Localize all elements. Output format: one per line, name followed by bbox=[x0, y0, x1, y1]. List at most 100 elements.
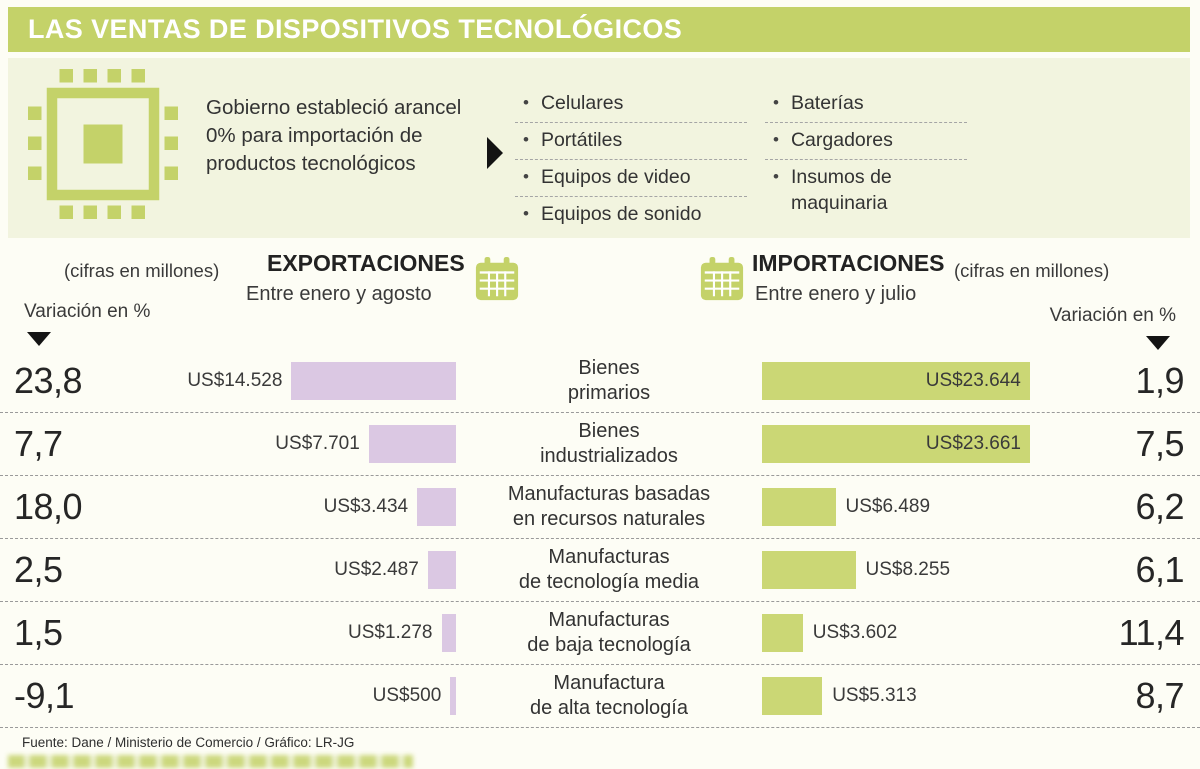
import-value-label: US$8.255 bbox=[865, 559, 951, 580]
export-variation-value: 7,7 bbox=[14, 423, 63, 464]
imports-variation-label: Variación en % bbox=[1049, 305, 1176, 326]
import-value-label: US$3.602 bbox=[812, 622, 898, 643]
product-list-left: • Celulares • Portátiles • Equipos de video… bbox=[515, 86, 747, 233]
category-line: Manufacturas bbox=[548, 546, 670, 568]
export-cell: US$500 bbox=[108, 665, 456, 727]
list-item: • Celulares bbox=[515, 86, 747, 123]
list-item-label: Portátiles bbox=[540, 129, 623, 151]
import-bar: US$6.489 bbox=[762, 488, 930, 526]
page-title: LAS VENTAS DE DISPOSITIVOS TECNOLÓGICOS bbox=[28, 14, 683, 44]
category-label: Manufactura de alta tecnología bbox=[456, 671, 762, 721]
import-variation-value: 6,1 bbox=[1135, 549, 1184, 590]
import-bar: US$5.313 bbox=[762, 677, 917, 715]
import-value-label: US$6.489 bbox=[845, 496, 931, 517]
category-line: Manufactura bbox=[553, 672, 665, 694]
export-bar bbox=[441, 614, 456, 652]
imports-period: Entre enero y julio bbox=[755, 283, 917, 305]
list-item-label: Baterías bbox=[790, 92, 864, 114]
list-item: • Baterías bbox=[765, 86, 967, 123]
table-row: 1,5 US$1.278 Manufacturas de baja tecnol… bbox=[0, 601, 1200, 664]
import-cell: US$6.489 bbox=[762, 476, 1084, 538]
export-value-label: US$1.278 bbox=[347, 622, 433, 643]
category-label: Manufacturas basadas en recursos natural… bbox=[456, 482, 762, 532]
list-item-label: Insumos de maquinaria bbox=[790, 166, 892, 214]
export-cell: US$14.528 bbox=[108, 349, 456, 412]
import-variation-value: 1,9 bbox=[1135, 359, 1184, 401]
bullet-icon: • bbox=[523, 93, 529, 112]
imports-units-label: (cifras en millones) bbox=[954, 260, 1110, 281]
table-row: -9,1 US$500 Manufactura de alta tecnolog… bbox=[0, 664, 1200, 727]
import-cell: US$8.255 bbox=[762, 539, 1084, 601]
list-item: • Equipos de video bbox=[515, 160, 747, 197]
import-cell: US$23.661 bbox=[762, 413, 1084, 475]
exports-period: Entre enero y agosto bbox=[246, 283, 432, 305]
category-line: Manufacturas basadas bbox=[507, 483, 711, 505]
import-cell: US$23.644 bbox=[762, 349, 1084, 412]
export-variation-value: 18,0 bbox=[14, 486, 83, 527]
export-bar bbox=[291, 361, 456, 400]
list-item-label: Cargadores bbox=[790, 129, 893, 151]
list-item: • Insumos de maquinaria bbox=[765, 160, 967, 222]
exports-title: EXPORTACIONES bbox=[267, 250, 465, 276]
import-variation-value: 8,7 bbox=[1135, 675, 1184, 716]
list-item-label: Celulares bbox=[540, 92, 624, 114]
export-variation-value: 23,8 bbox=[14, 359, 83, 401]
bullet-icon: • bbox=[523, 130, 529, 149]
import-cell: US$5.313 bbox=[762, 665, 1084, 727]
category-line: primarios bbox=[567, 381, 651, 404]
category-label: Manufacturas de tecnología media bbox=[456, 545, 762, 595]
exports-units-label: (cifras en millones) bbox=[64, 260, 220, 281]
category-line: Manufacturas bbox=[548, 609, 670, 631]
category-label: Bienes industrializados bbox=[456, 419, 762, 469]
bullet-icon: • bbox=[523, 204, 529, 223]
right-triangle-icon bbox=[487, 137, 503, 169]
bullet-icon: • bbox=[523, 167, 529, 186]
list-item: • Portátiles bbox=[515, 123, 747, 160]
intro-description: Gobierno estableció arancel 0% para impo… bbox=[206, 96, 462, 175]
cropped-blur-strip bbox=[8, 755, 413, 768]
export-value-label: US$3.434 bbox=[323, 496, 409, 517]
category-line: Bienes bbox=[578, 420, 640, 442]
down-triangle-icon bbox=[1146, 336, 1170, 350]
export-bar bbox=[450, 677, 456, 715]
table-row: 23,8 US$14.528 Bienes primarios US$23.64… bbox=[0, 349, 1200, 412]
import-value-label: US$23.644 bbox=[925, 369, 1021, 391]
table-row: 2,5 US$2.487 Manufacturas de tecnología … bbox=[0, 538, 1200, 601]
exports-variation-label: Variación en % bbox=[24, 301, 151, 322]
calendar-icon bbox=[699, 256, 745, 307]
category-line: de baja tecnología bbox=[527, 634, 691, 656]
title-bar: LAS VENTAS DE DISPOSITIVOS TECNOLÓGICOS bbox=[8, 7, 1190, 52]
chart-table: 23,8 US$14.528 Bienes primarios US$23.64… bbox=[0, 349, 1200, 728]
export-cell: US$3.434 bbox=[108, 476, 456, 538]
export-variation-value: 2,5 bbox=[14, 549, 63, 590]
category-label: Bienes primarios bbox=[456, 356, 762, 406]
bullet-icon: • bbox=[773, 167, 779, 186]
import-bar: US$8.255 bbox=[762, 551, 950, 589]
export-cell: US$2.487 bbox=[108, 539, 456, 601]
import-variation-value: 11,4 bbox=[1118, 612, 1185, 653]
list-item-label: Equipos de video bbox=[540, 166, 691, 188]
category-line: en recursos naturales bbox=[512, 508, 706, 530]
intro-section: Gobierno estableció arancel 0% para impo… bbox=[8, 58, 1190, 238]
category-line: de tecnología media bbox=[518, 571, 700, 593]
export-value-label: US$7.701 bbox=[275, 433, 360, 454]
export-variation-value: 1,5 bbox=[14, 612, 63, 653]
import-bar: US$3.602 bbox=[762, 614, 897, 652]
export-variation-value: -9,1 bbox=[14, 675, 75, 716]
import-cell: US$3.602 bbox=[762, 602, 1084, 664]
export-cell: US$7.701 bbox=[108, 413, 456, 475]
import-bar: US$23.661 bbox=[762, 425, 1030, 463]
source-credit: Fuente: Dane / Ministerio de Comercio / … bbox=[22, 735, 355, 750]
down-triangle-icon bbox=[27, 332, 51, 346]
export-bar bbox=[368, 425, 456, 463]
category-line: industrializados bbox=[540, 445, 678, 467]
export-value-label: US$14.528 bbox=[187, 369, 283, 391]
chip-icon bbox=[28, 68, 178, 225]
category-line: Bienes bbox=[578, 356, 640, 379]
import-variation-value: 6,2 bbox=[1135, 486, 1184, 527]
bullet-icon: • bbox=[773, 130, 779, 149]
category-label: Manufacturas de baja tecnología bbox=[456, 608, 762, 658]
bullet-icon: • bbox=[773, 93, 779, 112]
import-value-label: US$5.313 bbox=[832, 685, 917, 706]
